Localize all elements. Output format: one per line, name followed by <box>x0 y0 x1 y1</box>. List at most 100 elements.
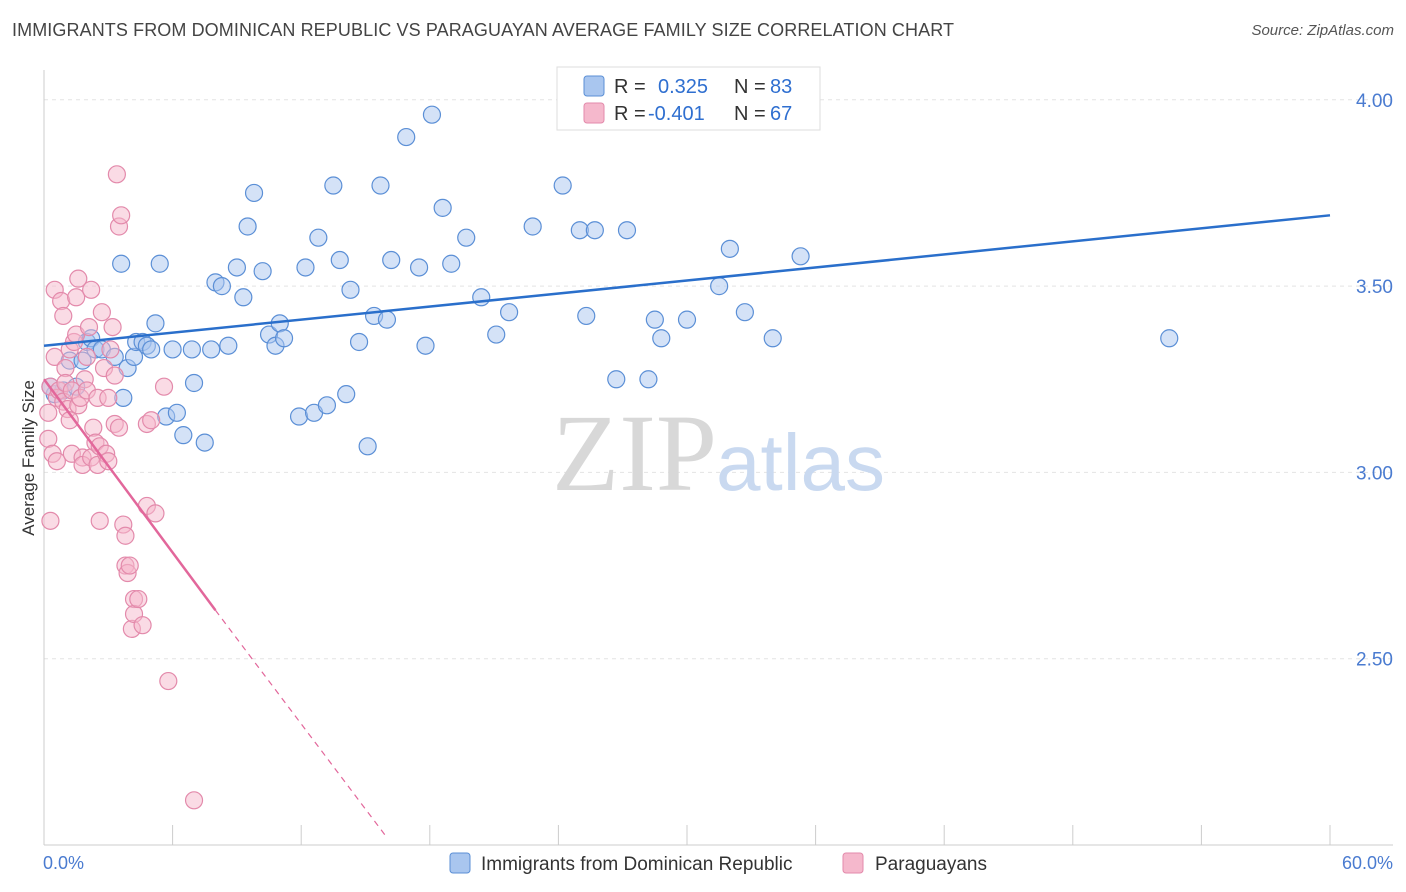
paraguayan-point-9 <box>54 306 73 326</box>
dominican-point-65 <box>553 176 572 195</box>
dominican-point-46 <box>337 385 356 404</box>
paraguayan-point-41 <box>99 452 118 471</box>
paraguayan-point-64 <box>146 504 165 523</box>
legend-n-value-2: 67 <box>770 103 792 125</box>
paraguayan-point-0 <box>39 429 58 448</box>
dominican-point-32 <box>238 217 257 236</box>
dominican-point-76 <box>720 239 739 258</box>
paraguayan-point-44 <box>103 317 122 337</box>
dominican-point-23 <box>182 340 201 359</box>
dominican-point-54 <box>397 127 416 147</box>
dominican-point-24 <box>184 373 204 393</box>
paraguayan-point-59 <box>129 589 148 609</box>
paraguayan-point-65 <box>154 377 174 396</box>
dominican-point-53 <box>382 250 401 270</box>
series-legend: Immigrants from Dominican Republic Parag… <box>449 852 987 875</box>
legend-n-label-1: N = <box>734 76 766 98</box>
dominican-point-9 <box>112 254 131 273</box>
dominican-point-25 <box>195 433 214 452</box>
paraguayan-point-63 <box>142 411 161 430</box>
dominican-point-67 <box>577 306 596 326</box>
legend-n-value-1: 83 <box>770 76 792 98</box>
paraguayan-point-66 <box>159 671 178 691</box>
paraguayan-point-29 <box>79 317 99 337</box>
dominican-point-58 <box>433 198 452 217</box>
dominican-point-52 <box>377 310 397 329</box>
dominican-point-42 <box>309 228 328 247</box>
dominican-point-73 <box>652 329 671 348</box>
paraguayan-point-68 <box>39 403 58 422</box>
dominican-point-51 <box>371 176 390 195</box>
dominican-point-28 <box>212 277 231 296</box>
gridlines <box>44 99 1393 660</box>
dominican-point-71 <box>639 370 658 389</box>
dominican-point-38 <box>274 329 294 348</box>
legend-n-label-2: N = <box>734 103 766 125</box>
dominican-point-47 <box>341 280 360 299</box>
dominican-point-43 <box>317 396 337 415</box>
dominican-point-77 <box>735 303 754 322</box>
dominican-point-68 <box>585 221 604 240</box>
paraguayan-point-21 <box>69 269 88 288</box>
dominican-point-26 <box>202 340 221 359</box>
correlation-legend: R = 0.325 N = 83 R = -0.401 N = 67 <box>556 66 821 131</box>
trend-line-paraguayan-extension <box>214 609 388 838</box>
dominican-point-16 <box>142 340 161 359</box>
dominican-point-22 <box>174 426 193 445</box>
paraguayan-point-14 <box>60 411 79 430</box>
dominican-point-69 <box>607 370 626 389</box>
dominican-point-56 <box>416 336 435 355</box>
dominican-point-55 <box>409 258 429 277</box>
dominican-point-78 <box>763 329 782 348</box>
watermark-atlas: atlas <box>716 418 885 507</box>
bottom-legend-label-blue: Immigrants from Dominican Republic <box>481 854 793 875</box>
dominican-point-18 <box>150 254 169 273</box>
legend-r-value-1: 0.325 <box>658 76 708 98</box>
dominican-point-20 <box>163 340 182 359</box>
legend-r-value-2: -0.401 <box>648 103 705 125</box>
y-tick-label-0: 2.50 <box>1356 650 1393 671</box>
chart-title: IMMIGRANTS FROM DOMINICAN REPUBLIC VS PA… <box>12 20 955 40</box>
dominican-point-34 <box>253 262 272 281</box>
paraguayan-point-42 <box>99 388 118 407</box>
dominican-point-79 <box>791 247 810 266</box>
paraguayan-point-28 <box>77 347 96 366</box>
bottom-legend-swatch-pink <box>842 852 864 874</box>
dominican-point-44 <box>324 176 343 195</box>
dominican-point-17 <box>146 314 165 333</box>
watermark: ZIP atlas <box>552 392 885 514</box>
legend-r-label-2: R = <box>614 103 646 125</box>
paraguayan-point-6 <box>47 452 66 471</box>
paraguayan-point-43 <box>101 340 120 359</box>
trend-line-dominican <box>43 214 1331 347</box>
dominican-point-74 <box>677 310 697 329</box>
paraguayan-point-32 <box>84 418 103 437</box>
paraguayan-point-55 <box>120 556 139 575</box>
axes <box>43 70 1393 846</box>
dominican-point-70 <box>617 221 637 240</box>
series-paraguayan-points <box>39 165 204 810</box>
dominican-point-40 <box>296 258 315 277</box>
trend-line-paraguayan <box>42 378 217 612</box>
dominican-point-62 <box>487 325 506 344</box>
dominican-point-72 <box>645 310 664 329</box>
dominican-point-21 <box>167 403 186 422</box>
paraguayan-point-8 <box>52 291 71 311</box>
paraguayan-point-67 <box>184 791 204 810</box>
dominican-point-30 <box>227 258 246 277</box>
legend-r-label-1: R = <box>614 76 646 98</box>
dominican-point-80 <box>1160 329 1179 348</box>
bottom-legend-label-pink: Paraguayans <box>875 854 987 875</box>
dominican-point-33 <box>244 183 264 203</box>
watermark-zip: ZIP <box>552 392 717 514</box>
paraguayan-point-49 <box>109 418 129 437</box>
paraguayan-point-50 <box>112 206 131 225</box>
x-tick-labels: 0.0% 60.0% <box>43 853 1393 873</box>
dominican-point-48 <box>349 332 369 352</box>
dominican-point-64 <box>523 217 542 236</box>
y-tick-labels: 2.50 3.00 3.50 4.00 <box>1356 91 1393 671</box>
paraguayan-point-37 <box>90 511 109 530</box>
dominican-point-45 <box>330 250 349 270</box>
legend-swatch-blue <box>583 75 605 97</box>
